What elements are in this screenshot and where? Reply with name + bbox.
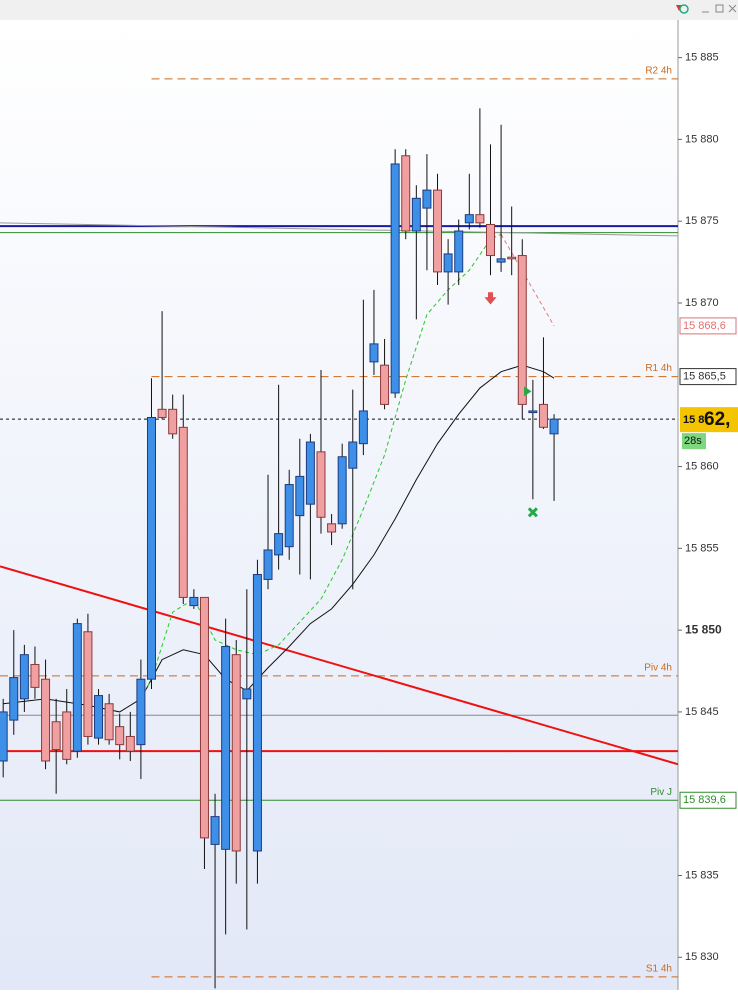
- price-tag: [679, 317, 737, 335]
- candle-body: [9, 677, 19, 721]
- y-tick-label: 15 835: [685, 869, 719, 881]
- candle-body: [221, 645, 231, 850]
- sync-icon-ring: [679, 4, 689, 14]
- candle-body: [231, 654, 241, 852]
- candle-body: [263, 549, 273, 580]
- trend-line: [0, 565, 678, 766]
- indicator-line: [500, 234, 555, 327]
- candle-body: [549, 418, 559, 435]
- candle-body: [454, 230, 464, 273]
- candle-body: [422, 189, 432, 209]
- signal-marker: [484, 292, 497, 305]
- candle-body: [115, 726, 125, 746]
- candle-body: [358, 410, 368, 445]
- candle-body: [485, 223, 495, 257]
- price-tag: [679, 791, 737, 809]
- candle-body: [327, 523, 337, 533]
- title-bar: [0, 0, 738, 20]
- candle-body: [146, 416, 156, 680]
- candle-body: [199, 596, 209, 839]
- trend-line: [0, 222, 678, 237]
- y-tick-label: 15 855: [685, 542, 719, 554]
- candle-body: [369, 343, 379, 363]
- candle-body: [62, 711, 72, 760]
- plot: [0, 78, 678, 989]
- candle-body: [168, 408, 178, 435]
- candle-body: [83, 631, 93, 737]
- current-price-prefix: 15 8: [683, 414, 704, 426]
- candle-body: [316, 451, 326, 518]
- maximize-button[interactable]: [715, 4, 724, 13]
- y-tick-label: 15 850: [685, 622, 722, 636]
- candle-body: [0, 711, 8, 762]
- timer-label: 28s: [684, 435, 702, 447]
- candle-body: [242, 688, 252, 700]
- candle-body: [274, 533, 284, 556]
- level-label: R2 4h: [645, 66, 672, 77]
- candle-body: [538, 403, 548, 428]
- candle-body: [443, 253, 453, 273]
- candle-body: [390, 163, 400, 394]
- axis-labels: 15 885 15 880 15 875 15 870 15 860 15 855 15 8…: [678, 52, 738, 963]
- candle-body: [433, 189, 443, 273]
- candle-body: [72, 623, 82, 752]
- level-label: S1 4h: [646, 964, 672, 975]
- level-label: Piv J: [650, 787, 672, 798]
- candle-body: [348, 441, 358, 469]
- y-tick-label: 15 860: [685, 460, 719, 472]
- current-price-tag: [680, 407, 738, 433]
- price-tag: [679, 368, 737, 386]
- candle-body: [507, 256, 517, 260]
- candle-body: [252, 574, 262, 852]
- candle-body: [401, 155, 411, 232]
- candle-body: [178, 426, 188, 598]
- candle-body: [157, 408, 167, 418]
- candle-body: [125, 735, 135, 752]
- candle-body: [295, 475, 305, 517]
- price-tag-label: 15 839,6: [683, 794, 726, 806]
- candle-body: [305, 441, 315, 505]
- window-buttons: [676, 4, 737, 14]
- candle-body: [94, 695, 104, 739]
- y-tick-label: 15 870: [685, 297, 719, 309]
- level-label: Piv 4h: [644, 663, 672, 674]
- candle-body: [380, 364, 390, 405]
- candle-body: [517, 255, 527, 405]
- level-label: R1 4h: [645, 363, 672, 374]
- y-tick-label: 15 880: [685, 133, 719, 145]
- candle-body: [496, 258, 506, 263]
- candle-body: [284, 484, 294, 548]
- candle-body: [337, 456, 347, 525]
- price-axis: [678, 20, 738, 990]
- current-price-main: 62,: [704, 409, 730, 430]
- candle-body: [189, 596, 199, 607]
- candle-body: [411, 197, 421, 232]
- signal-marker: [527, 507, 538, 518]
- price-tag-label: 15 868,6: [683, 320, 726, 332]
- candle-body: [136, 678, 146, 746]
- candle-body: [51, 721, 61, 751]
- candle-body: [528, 410, 538, 414]
- candle-body: [104, 703, 114, 741]
- candle-body: [19, 654, 29, 700]
- close-button[interactable]: [728, 4, 737, 13]
- candle-body: [41, 678, 51, 762]
- signal-marker: [524, 386, 532, 397]
- candle-body: [464, 214, 474, 224]
- y-tick-label: 15 845: [685, 706, 719, 718]
- y-tick-label: 15 885: [685, 52, 719, 64]
- y-tick-label: 15 830: [685, 951, 719, 963]
- y-tick-label: 15 875: [685, 215, 719, 227]
- candle-body: [30, 663, 40, 688]
- timer-box: [682, 433, 706, 450]
- candle-body: [475, 214, 485, 224]
- candle-body: [210, 816, 220, 845]
- price-tag-label: 15 865,5: [683, 370, 726, 382]
